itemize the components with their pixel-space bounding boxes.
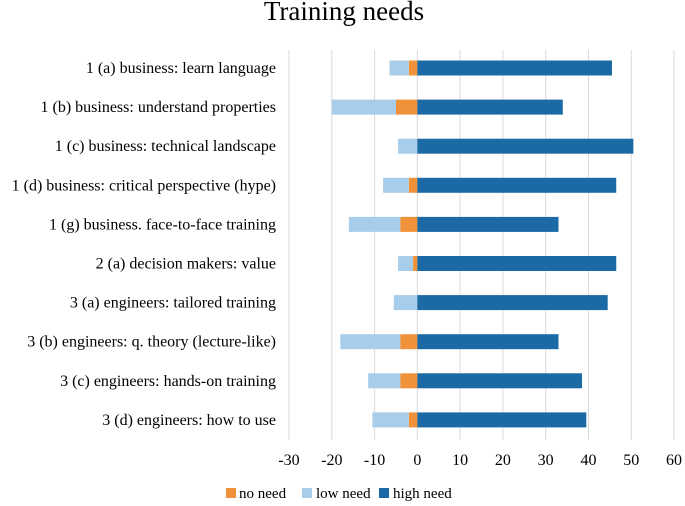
category-label: 1 (b) business: understand properties xyxy=(40,99,276,116)
bar-low-need xyxy=(383,177,409,193)
legend-swatch xyxy=(226,488,236,498)
bar-high-need xyxy=(417,373,583,389)
bar-no-need xyxy=(408,60,418,76)
bar-low-need xyxy=(398,138,418,154)
x-tick-label: -20 xyxy=(321,452,342,469)
legend-label: high need xyxy=(393,486,452,502)
category-label: 1 (d) business: critical perspective (hy… xyxy=(12,177,276,194)
bar-no-need xyxy=(408,177,418,193)
bar-high-need xyxy=(417,334,559,350)
category-labels: 1 (a) business: learn language 1 (b) busi… xyxy=(12,60,276,429)
bar-no-need xyxy=(400,216,418,232)
bar-low-need xyxy=(398,256,414,271)
legend: no need low need high need xyxy=(226,486,452,502)
x-tick-label: -10 xyxy=(364,452,385,469)
category-label: 1 (g) business. face-to-face training xyxy=(49,216,276,233)
category-label: 2 (a) decision makers: value xyxy=(96,256,276,273)
x-tick-label: 60 xyxy=(666,452,682,469)
bar-low-need xyxy=(331,99,396,115)
bar-no-need xyxy=(408,412,418,428)
bar-no-need xyxy=(400,373,418,389)
bar-high-need xyxy=(417,177,617,193)
x-tick-label: 20 xyxy=(495,452,511,469)
bar-no-need xyxy=(395,99,418,115)
bar-high-need xyxy=(417,99,563,115)
x-tick-label: 40 xyxy=(580,452,596,469)
x-tick-label: 10 xyxy=(452,452,468,469)
bar-high-need xyxy=(417,138,634,154)
legend-swatch xyxy=(302,488,312,498)
bar-no-need xyxy=(413,256,418,271)
category-label: 1 (a) business: learn language xyxy=(86,60,276,77)
bar-high-need xyxy=(417,412,587,428)
bar-high-need xyxy=(417,256,617,271)
bar-high-need xyxy=(417,60,612,76)
legend-swatch xyxy=(379,488,389,498)
bars-layer xyxy=(331,60,634,428)
bar-low-need xyxy=(368,373,401,389)
bar-low-need xyxy=(389,60,409,76)
category-label: 3 (b) engineers: q. theory (lecture-like… xyxy=(27,334,276,351)
bar-low-need xyxy=(348,216,401,232)
legend-label: low need xyxy=(316,486,371,502)
category-label: 3 (a) engineers: tailored training xyxy=(70,295,276,312)
x-tick-label: 30 xyxy=(538,452,554,469)
bar-low-need xyxy=(340,334,401,350)
chart-title: Training needs xyxy=(264,0,424,26)
bar-low-need xyxy=(393,295,418,311)
bar-high-need xyxy=(417,295,608,311)
bar-high-need xyxy=(417,216,559,232)
bar-no-need xyxy=(400,334,418,350)
x-tick-label: 50 xyxy=(623,452,639,469)
category-label: 1 (c) business: technical landscape xyxy=(55,138,276,155)
category-label: 3 (d) engineers: how to use xyxy=(102,412,276,429)
x-tick-label: 0 xyxy=(413,452,421,469)
category-label: 3 (c) engineers: hands-on training xyxy=(60,373,276,390)
x-axis-tick-labels: -30 -20 -10 0 10 20 30 40 50 60 xyxy=(278,452,682,469)
x-tick-label: -30 xyxy=(278,452,299,469)
legend-label: no need xyxy=(239,486,287,502)
grid-layer xyxy=(288,50,675,440)
bar-low-need xyxy=(372,412,409,428)
